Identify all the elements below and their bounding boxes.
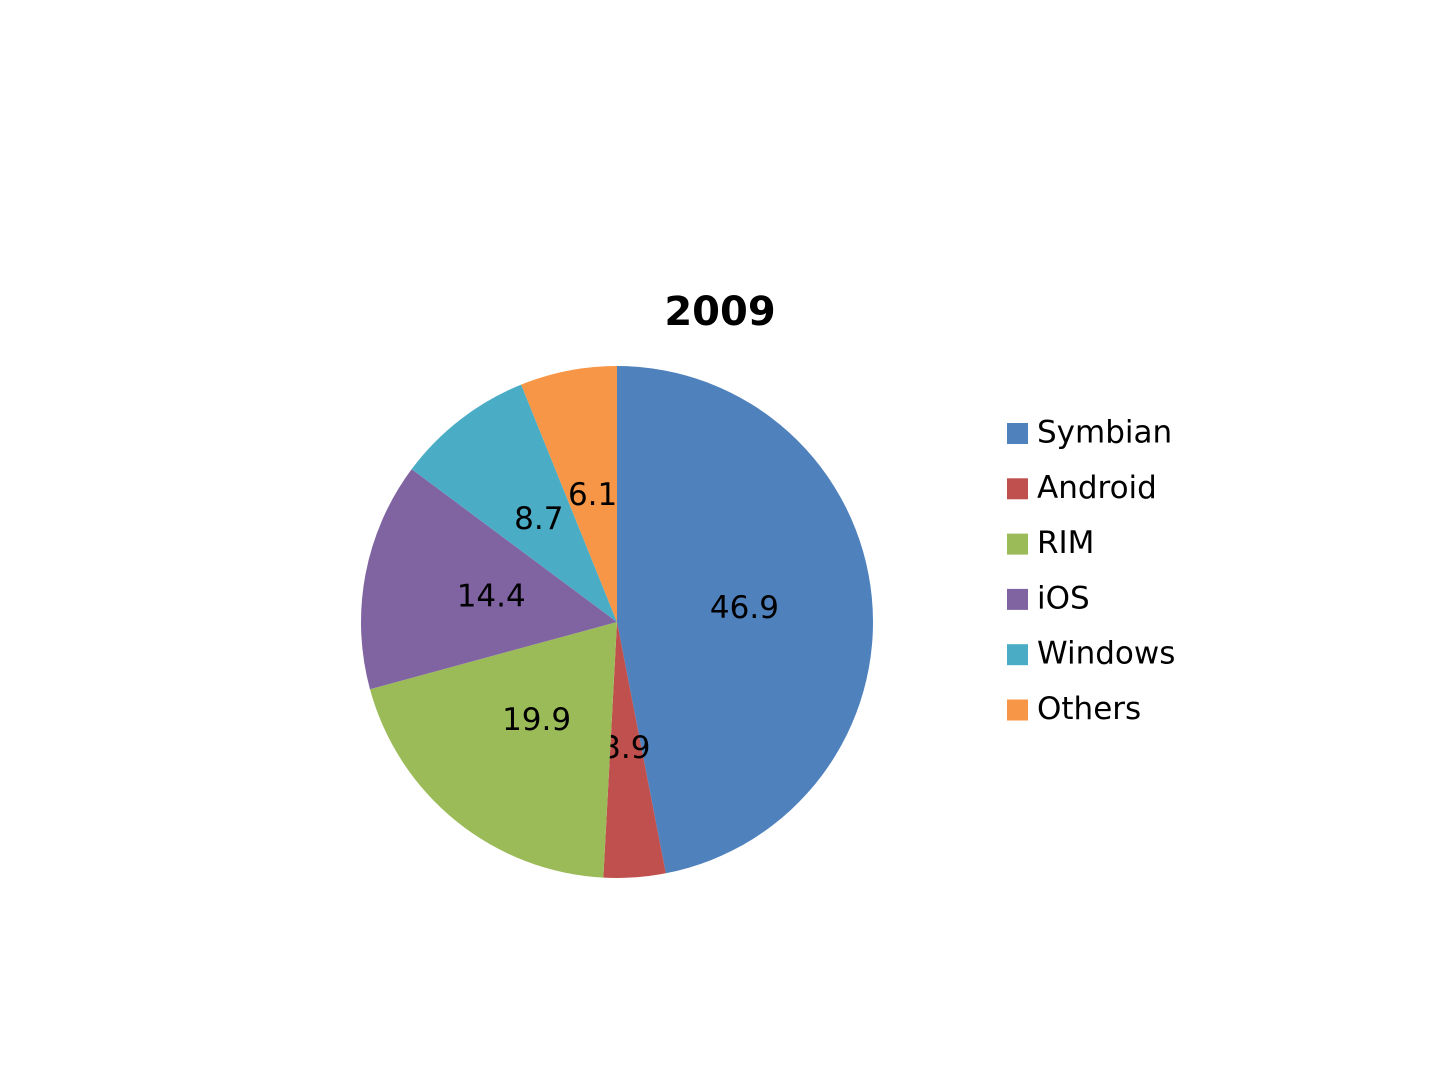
legend-swatch [1007, 699, 1028, 721]
data-label: 14.4 [457, 579, 526, 615]
legend-swatch [1007, 478, 1028, 500]
data-label: 8.7 [514, 501, 563, 537]
legend-swatch [1007, 588, 1028, 610]
legend-label: Android [1037, 470, 1157, 506]
pie-slice [521, 366, 617, 622]
data-label: 6.1 [568, 477, 617, 513]
data-label: 19.9 [502, 702, 571, 738]
legend-label: Windows [1037, 636, 1175, 672]
chart-title: 2009 [664, 289, 775, 335]
data-label: 46.9 [710, 590, 779, 626]
legend-swatch [1007, 423, 1028, 444]
pie-slice [369, 622, 617, 878]
legend-label: Others [1037, 691, 1141, 727]
pie-slice [361, 469, 617, 690]
legend-swatch [1007, 644, 1028, 666]
pie-slice [411, 384, 617, 622]
pie-slice [603, 622, 666, 878]
legend-label: iOS [1037, 580, 1090, 616]
legend-label: RIM [1037, 525, 1094, 561]
pie-slice [617, 366, 874, 874]
legend-swatch [1007, 533, 1028, 555]
legend-label: Symbian [1037, 415, 1172, 451]
